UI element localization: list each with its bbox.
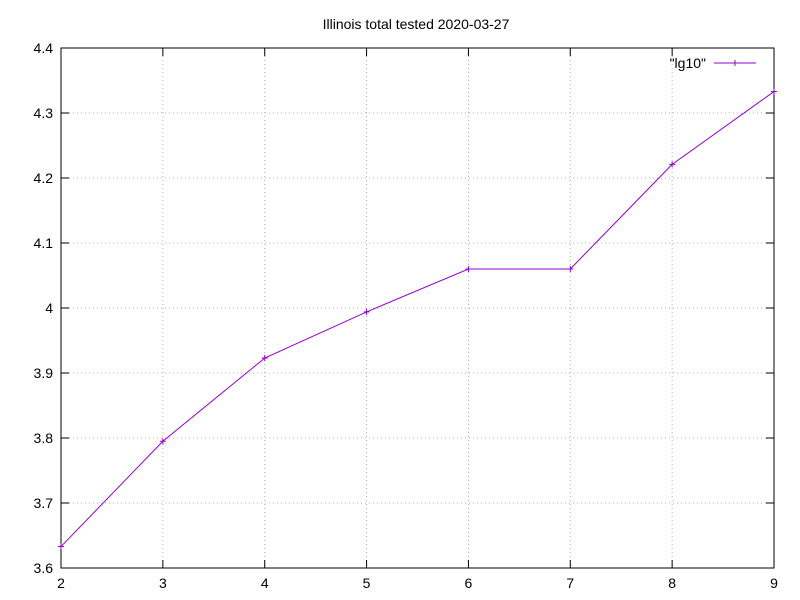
grid-lines — [61, 48, 774, 568]
series-line — [60, 91, 775, 547]
y-tick-label: 4 — [45, 300, 53, 316]
legend-label: "lg10" — [670, 55, 706, 71]
legend-marker — [732, 60, 738, 66]
x-axis-ticks: 2 3 4 5 6 7 8 9 — [57, 48, 778, 591]
y-tick-label: 4.3 — [34, 105, 54, 121]
x-tick-label: 6 — [465, 575, 473, 591]
x-tick-label: 9 — [770, 575, 778, 591]
y-tick-label: 4.1 — [34, 235, 54, 251]
x-tick-label: 8 — [668, 575, 676, 591]
x-tick-label: 5 — [363, 575, 371, 591]
y-tick-label: 4.4 — [34, 40, 54, 56]
y-tick-label: 3.7 — [34, 495, 54, 511]
y-axis-ticks: 3.6 3.7 3.8 3.9 4 4.1 4.2 4.3 4.4 — [34, 40, 774, 576]
y-tick-label: 3.8 — [34, 430, 54, 446]
data-point — [159, 438, 166, 445]
x-tick-label: 3 — [159, 575, 167, 591]
data-point — [669, 161, 676, 168]
x-tick-label: 2 — [57, 575, 65, 591]
y-tick-label: 4.2 — [34, 170, 54, 186]
data-point — [261, 355, 268, 362]
series-layer — [58, 88, 777, 550]
y-tick-label: 3.6 — [34, 560, 54, 576]
data-point — [567, 266, 574, 272]
legend: "lg10" — [670, 55, 756, 71]
data-point — [465, 266, 472, 272]
x-tick-label: 7 — [566, 575, 574, 591]
data-point — [363, 308, 370, 315]
x-tick-label: 4 — [261, 575, 269, 591]
y-tick-label: 3.9 — [34, 365, 54, 381]
data-point — [771, 88, 777, 95]
chart-title: Illinois total tested 2020-03-27 — [323, 16, 510, 32]
data-point — [58, 543, 64, 550]
